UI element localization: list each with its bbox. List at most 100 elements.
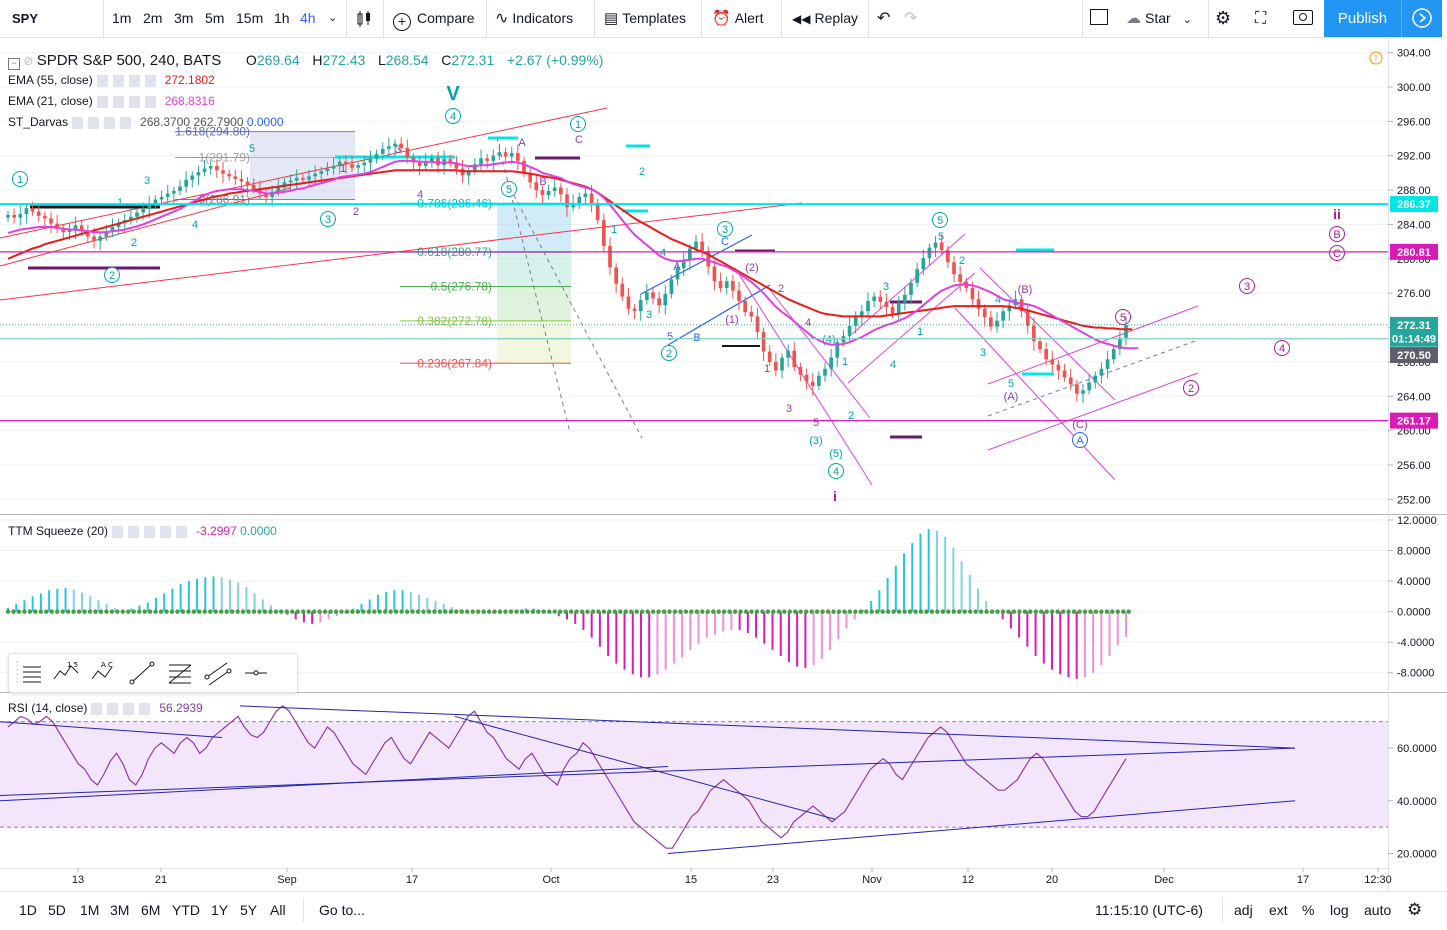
study-controls-icons[interactable] (97, 75, 161, 87)
magenta-channel[interactable] (735, 268, 872, 485)
candle-body (768, 352, 772, 362)
auto-toggle[interactable]: auto (1364, 892, 1391, 928)
gear-icon[interactable]: ⚙ (1215, 0, 1231, 37)
layout-menu[interactable]: ☁Star ⌄ (1126, 0, 1192, 37)
wave-label: B (693, 332, 700, 344)
redo-icon[interactable]: ↷ (904, 0, 917, 37)
chart-area[interactable]: 1.618(294.80)1(291.79)0(286.91)0.786(286… (0, 38, 1447, 891)
gear-icon[interactable]: ⚙ (1407, 892, 1422, 928)
drag-handle-icon[interactable] (13, 659, 43, 687)
wave-label-ii[interactable]: ii (1333, 206, 1341, 222)
templates-button[interactable]: ▤Templates (604, 0, 686, 37)
blue-channel-line[interactable] (668, 285, 770, 345)
interval-3m[interactable]: 3m (174, 0, 193, 37)
ttm-squeeze-dot (531, 609, 535, 613)
fib-tool-icon[interactable] (165, 659, 195, 687)
ttm-squeeze-dot (1006, 609, 1010, 613)
range-1m[interactable]: 1M (80, 892, 99, 928)
ttm-squeeze-dot (224, 609, 228, 613)
ema55-legend[interactable]: EMA (55, close)272.1802 (8, 73, 215, 87)
trend-line-icon[interactable] (127, 659, 157, 687)
ttm-squeeze-dot (1034, 609, 1038, 613)
candle-body (590, 194, 594, 203)
interval-1h[interactable]: 1h (274, 0, 290, 37)
camera-icon[interactable] (1293, 0, 1313, 37)
horizontal-ray-icon[interactable] (241, 659, 271, 687)
chart-style-candles-icon[interactable] (355, 0, 375, 37)
study-controls-icons[interactable] (97, 96, 161, 108)
ttm-squeeze-dot (503, 609, 507, 613)
study-controls-icons[interactable] (91, 703, 155, 715)
legend-title[interactable]: SPDR S&P 500, 240, BATS (37, 52, 222, 69)
undo-icon[interactable]: ↶ (877, 0, 890, 37)
indicators-button[interactable]: ∿Indicators (495, 0, 573, 37)
range-1d[interactable]: 1D (19, 892, 37, 928)
candle-body (792, 351, 796, 367)
play-circle-icon[interactable] (1401, 0, 1442, 37)
ttm-squeeze-dot (449, 609, 453, 613)
compare-button[interactable]: +Compare (393, 0, 475, 37)
main-price-pane[interactable] (6, 137, 1138, 403)
wave-label-V[interactable]: V (446, 83, 460, 105)
fib-label: 0.382(272.78) (417, 314, 492, 328)
ttm-legend[interactable]: TTM Squeeze (20)-3.2997 0.0000 (8, 524, 277, 538)
drawing-toolbox[interactable]: 1 5 A C (8, 653, 298, 693)
ttm-squeeze-dot (640, 609, 644, 613)
range-5d[interactable]: 5D (48, 892, 66, 928)
symbol-search[interactable]: SPY (12, 0, 38, 37)
log-toggle[interactable]: log (1330, 892, 1349, 928)
range-6m[interactable]: 6M (141, 892, 160, 928)
interval-15m[interactable]: 15m (236, 0, 263, 37)
ttm-squeeze-dot (979, 609, 983, 613)
ttm-squeeze-dot (33, 609, 37, 613)
rsi-pane[interactable] (0, 706, 1388, 854)
range-ytd[interactable]: YTD (172, 892, 200, 928)
candle-body (240, 179, 244, 182)
svg-text:1 5: 1 5 (67, 661, 78, 669)
candle-body (1100, 369, 1104, 376)
toolbar-divider (868, 0, 869, 37)
range-3m[interactable]: 3M (110, 892, 129, 928)
candle-body (1050, 359, 1054, 364)
alert-button[interactable]: ⏰Alert (712, 0, 763, 37)
adj-toggle[interactable]: adj (1234, 892, 1253, 928)
interval-1m[interactable]: 1m (112, 0, 131, 37)
range-all[interactable]: All (270, 892, 286, 928)
ttm-squeeze-dot (317, 609, 321, 613)
ttm-squeeze-dot (804, 609, 808, 613)
study-controls-icons[interactable] (112, 526, 192, 538)
ext-toggle[interactable]: ext (1269, 892, 1288, 928)
ema21-legend[interactable]: EMA (21, close)268.8316 (8, 94, 215, 108)
wave-label-i[interactable]: i (833, 488, 837, 504)
goto-button[interactable]: Go to... (319, 892, 365, 928)
collapse-icon[interactable]: − (8, 58, 20, 70)
magenta-channel[interactable] (988, 373, 1198, 450)
fullscreen-layout-icon[interactable] (1090, 0, 1108, 37)
interval-5m[interactable]: 5m (205, 0, 224, 37)
interval-dropdown-icon[interactable]: ⌄ (328, 0, 337, 37)
rsi-legend[interactable]: RSI (14, close)56.2939 (8, 701, 203, 715)
elliott-impulse-icon[interactable]: 1 5 (51, 659, 81, 687)
replay-button[interactable]: ◀◀Replay (792, 0, 858, 37)
channel-tool-icon[interactable] (203, 659, 233, 687)
magenta-channel[interactable] (770, 290, 870, 418)
magenta-channel[interactable] (988, 306, 1198, 384)
clock-time[interactable]: 11:15:10 (UTC-6) (1095, 892, 1203, 928)
range-5y[interactable]: 5Y (240, 892, 257, 928)
elliott-correction-icon[interactable]: A C (89, 659, 119, 687)
study-controls-icons[interactable] (72, 117, 136, 129)
range-1y[interactable]: 1Y (211, 892, 228, 928)
interval-2m[interactable]: 2m (143, 0, 162, 37)
percent-toggle[interactable]: % (1302, 892, 1314, 928)
ttm-squeeze-dot (487, 609, 491, 613)
candle-body (749, 312, 753, 316)
ttm-squeeze-dot (700, 609, 704, 613)
fullscreen-icon[interactable]: ⛶ (1255, 0, 1266, 37)
interval-4h[interactable]: 4h (300, 0, 316, 37)
price-axis[interactable]: 252.00256.00260.00264.00268.00272.00276.… (1388, 48, 1438, 507)
publish-button[interactable]: Publish (1324, 0, 1401, 37)
